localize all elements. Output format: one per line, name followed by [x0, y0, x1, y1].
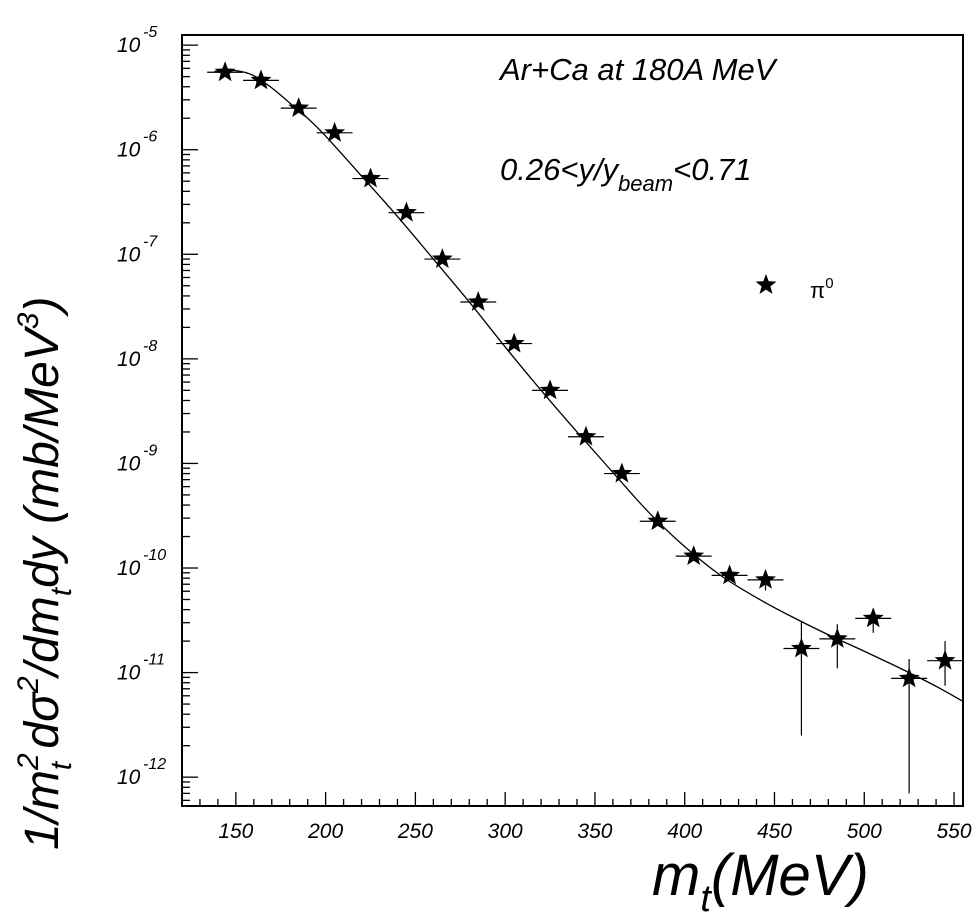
data-point [539, 379, 561, 400]
data-point [395, 201, 417, 222]
x-tick-label: 350 [577, 820, 612, 843]
data-point [934, 649, 956, 670]
y-tick-label-exp: -5 [143, 24, 157, 41]
x-tick-label: 250 [397, 820, 433, 843]
y-tick-label-base: 10 [117, 662, 141, 685]
x-tick-label: 450 [757, 820, 792, 843]
data-point [324, 121, 346, 142]
legend-label-name: π [810, 278, 825, 303]
y-tick-label-exp: -7 [143, 233, 158, 250]
x-axis-title: mt(MeV) [652, 843, 869, 919]
data-point [575, 425, 597, 446]
legend: π0 [755, 274, 834, 303]
data-point [647, 510, 669, 531]
x-tick-label: 150 [218, 820, 253, 843]
rapidity-suffix: <0.71 [673, 152, 751, 187]
data-point [683, 545, 705, 565]
data-point [898, 667, 920, 688]
y-axis-title: 1/m2t dσ2/dmtdy (mb/MeV3) [12, 297, 78, 850]
minor-ticks [181, 49, 937, 806]
y-tick-label-base: 10 [117, 34, 141, 57]
y-tick-label-base: 10 [117, 452, 141, 475]
y-tick-label-base: 10 [117, 139, 141, 162]
data-point [250, 69, 272, 90]
plot-frame [181, 34, 964, 807]
y-tick-label-exp: -6 [143, 129, 157, 146]
data-point [826, 627, 848, 648]
x-tick-labels: 150 200 250 300 350 400 450 500 550 [218, 820, 972, 843]
y-tick-label-exp: -11 [143, 652, 165, 669]
y-tick-label-exp: -12 [143, 756, 166, 773]
data-point [467, 290, 489, 311]
legend-label-sup: 0 [825, 275, 833, 292]
data-point [431, 248, 453, 268]
data-point [360, 167, 381, 188]
annotation-system: Ar+Ca at 180A MeV [498, 52, 779, 87]
annotation-rapidity: 0.26<y/ybeam<0.71 [500, 152, 752, 196]
data-point [790, 637, 812, 658]
y-tick-label-base: 10 [117, 766, 141, 789]
y-tick-label-base: 10 [117, 348, 141, 371]
x-tick-label: 300 [488, 820, 523, 843]
x-tick-label: 500 [847, 820, 882, 843]
data-point [862, 607, 884, 628]
rapidity-prefix: 0.26<y/y [500, 152, 621, 187]
rapidity-sub: beam [618, 171, 673, 196]
data-point [611, 462, 633, 483]
y-tick-label-base: 10 [117, 243, 141, 266]
data-point [755, 568, 776, 589]
data-point [503, 332, 525, 353]
data-point [288, 97, 310, 117]
legend-star-icon [755, 274, 777, 294]
y-tick-label-exp: -10 [143, 547, 166, 564]
y-tick-label-base: 10 [117, 557, 141, 580]
y-tick-label-exp: -8 [143, 338, 157, 355]
x-tick-label: 550 [936, 820, 971, 843]
legend-marker [755, 274, 777, 294]
data-point [214, 61, 236, 82]
x-tick-label: 400 [667, 820, 702, 843]
legend-label: π0 [810, 275, 834, 303]
major-ticks [182, 44, 955, 806]
y-tick-label-exp: -9 [143, 442, 157, 459]
data-point [719, 564, 741, 585]
x-tick-label: 200 [307, 820, 343, 843]
data-markers [214, 61, 956, 688]
